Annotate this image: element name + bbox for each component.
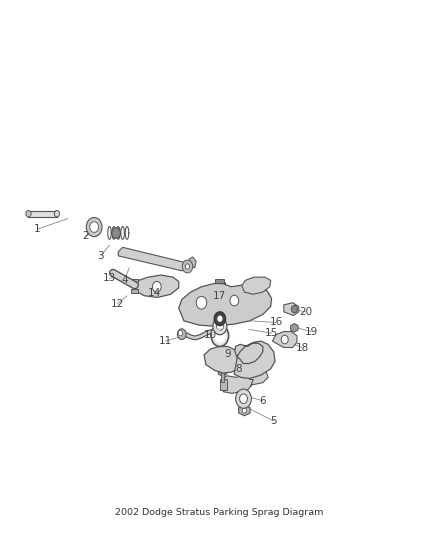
Bar <box>215 279 224 284</box>
Polygon shape <box>134 275 179 297</box>
Circle shape <box>242 408 247 413</box>
Text: 14: 14 <box>148 288 161 298</box>
Polygon shape <box>234 341 275 378</box>
Circle shape <box>217 316 223 322</box>
Text: 18: 18 <box>296 343 309 352</box>
Circle shape <box>182 260 193 273</box>
Polygon shape <box>118 247 191 271</box>
Text: 2: 2 <box>82 231 89 241</box>
Text: 3: 3 <box>97 251 104 261</box>
Text: 1: 1 <box>34 224 41 234</box>
Bar <box>221 372 224 382</box>
Bar <box>131 279 138 282</box>
Bar <box>215 282 225 288</box>
Text: 10: 10 <box>204 330 217 340</box>
Polygon shape <box>189 257 196 268</box>
Text: 15: 15 <box>265 328 278 338</box>
Polygon shape <box>179 284 272 326</box>
Circle shape <box>185 264 190 269</box>
Circle shape <box>214 312 226 326</box>
Circle shape <box>26 211 31 217</box>
Circle shape <box>281 335 288 344</box>
Text: 11: 11 <box>159 336 172 346</box>
Text: 12: 12 <box>111 299 124 309</box>
Text: 7: 7 <box>247 379 254 389</box>
Circle shape <box>196 296 207 309</box>
Circle shape <box>178 330 183 336</box>
Text: 8: 8 <box>235 364 242 374</box>
Circle shape <box>177 329 186 340</box>
Text: 19: 19 <box>304 327 318 336</box>
Bar <box>220 379 227 390</box>
Text: 4: 4 <box>121 275 128 285</box>
Text: 20: 20 <box>299 307 312 317</box>
Circle shape <box>90 222 99 232</box>
Circle shape <box>152 281 161 292</box>
Circle shape <box>211 325 229 346</box>
Circle shape <box>54 211 60 217</box>
Text: 5: 5 <box>270 416 277 426</box>
Circle shape <box>291 305 297 313</box>
Polygon shape <box>28 211 57 217</box>
Polygon shape <box>290 324 298 332</box>
Text: 13: 13 <box>103 273 116 283</box>
Polygon shape <box>204 346 240 373</box>
Text: 6: 6 <box>259 396 266 406</box>
Circle shape <box>214 329 226 343</box>
Bar <box>216 287 223 319</box>
Circle shape <box>86 217 102 237</box>
Polygon shape <box>222 370 268 393</box>
Circle shape <box>230 295 239 306</box>
Polygon shape <box>218 368 227 376</box>
Text: 17: 17 <box>213 291 226 301</box>
Polygon shape <box>239 405 250 416</box>
Polygon shape <box>272 332 297 348</box>
Polygon shape <box>284 303 299 316</box>
Text: 16: 16 <box>269 318 283 327</box>
Circle shape <box>112 228 120 238</box>
Circle shape <box>236 389 251 408</box>
Text: 9: 9 <box>224 349 231 359</box>
Bar <box>131 289 138 293</box>
Circle shape <box>240 394 247 403</box>
Circle shape <box>216 322 223 330</box>
Text: 2002 Dodge Stratus Parking Sprag Diagram: 2002 Dodge Stratus Parking Sprag Diagram <box>115 508 323 517</box>
Polygon shape <box>242 277 271 294</box>
Circle shape <box>213 318 227 335</box>
